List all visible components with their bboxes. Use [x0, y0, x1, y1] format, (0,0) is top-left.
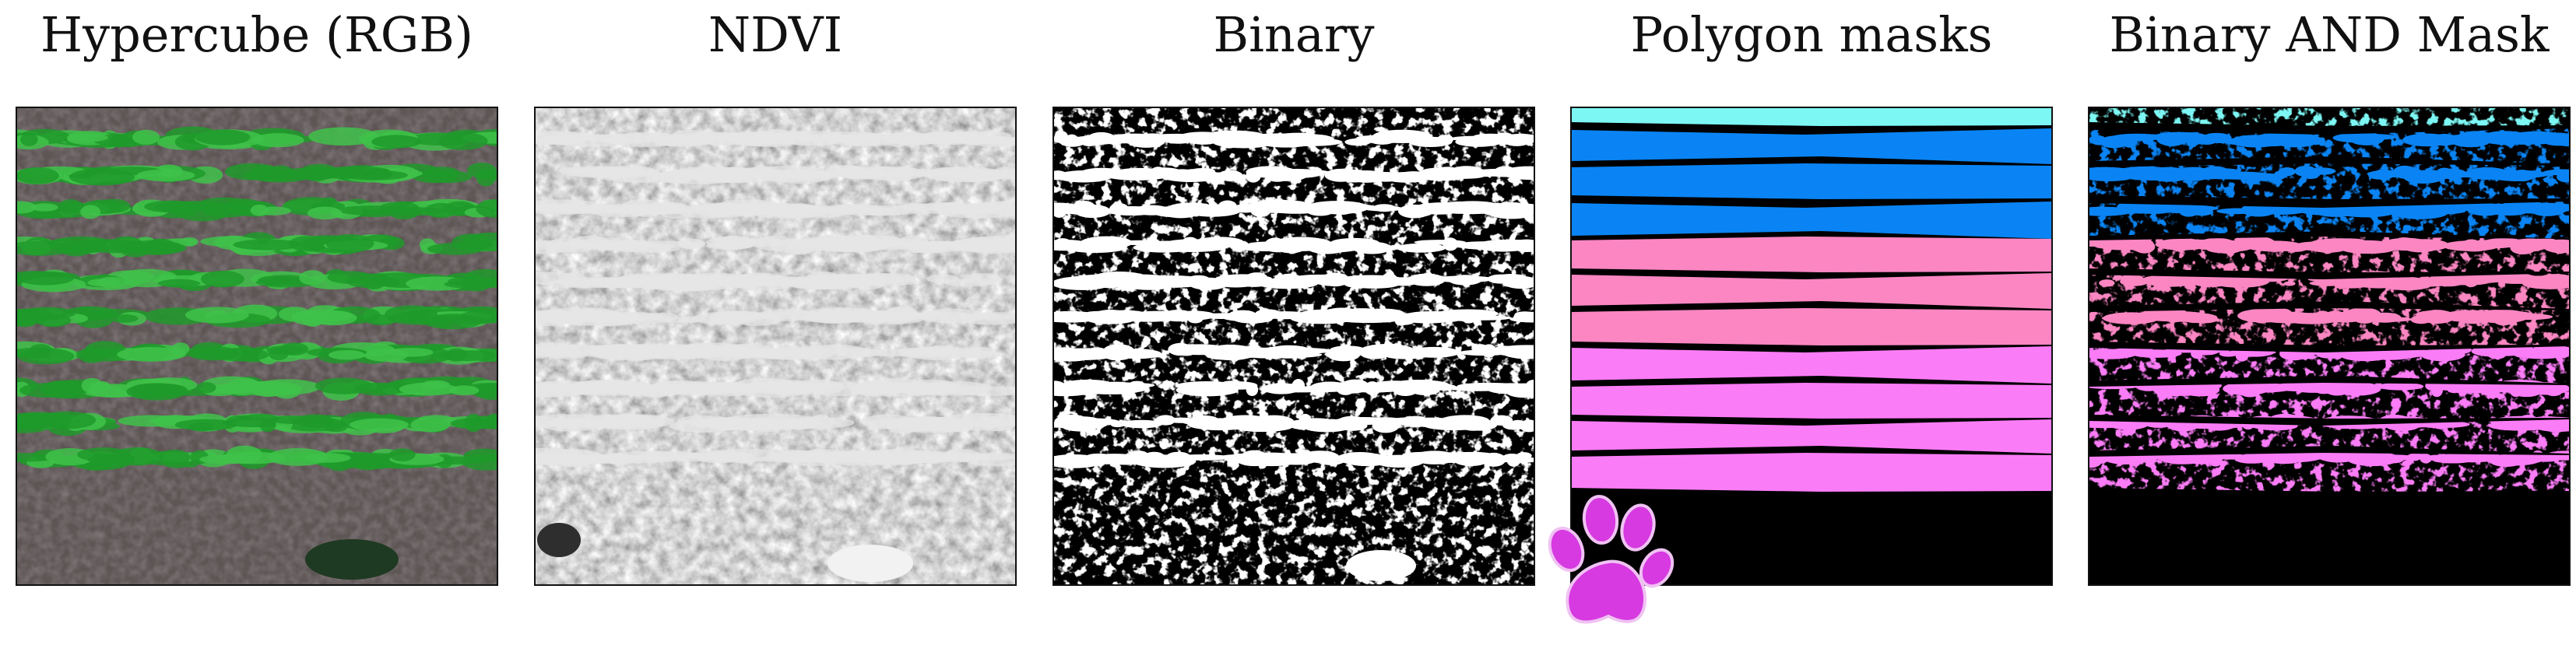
panel-title: Binary AND Mask — [2109, 6, 2550, 63]
panel-hypercube-rgb: Hypercube (RGB) — [16, 0, 498, 652]
polygon-mask-image — [1570, 107, 2053, 586]
panel-binary-and-mask: Binary AND Mask — [2088, 0, 2571, 652]
ndvi-image — [534, 107, 1017, 586]
panel-title: Polygon masks — [1630, 6, 1993, 63]
panel-title: NDVI — [708, 6, 843, 63]
panel-title: Hypercube (RGB) — [40, 6, 473, 63]
panel-title: Binary — [1213, 6, 1375, 63]
binary-and-mask-image — [2088, 107, 2571, 586]
panel-polygon-masks: Polygon masks — [1570, 0, 2053, 652]
binary-image — [1053, 107, 1535, 586]
panel-binary: Binary — [1053, 0, 1535, 652]
paw-print-icon — [1540, 490, 1677, 641]
panel-ndvi: NDVI — [534, 0, 1017, 652]
rgb-image — [16, 107, 498, 586]
